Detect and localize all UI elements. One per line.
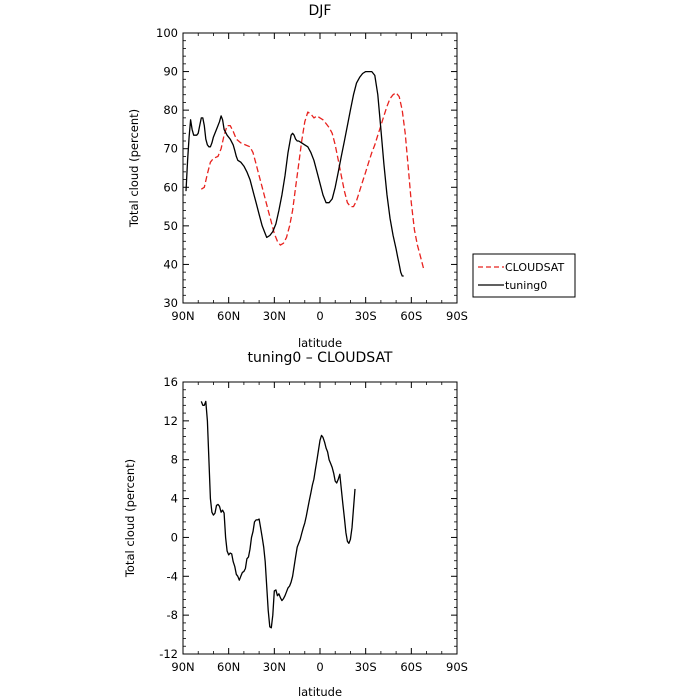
series-line-tuning0 bbox=[185, 70, 404, 277]
y-axis-label: Total cloud (percent) bbox=[123, 459, 137, 578]
y-tick-label: 40 bbox=[163, 257, 178, 271]
series-lines bbox=[200, 400, 356, 629]
y-tick-label: 30 bbox=[163, 296, 178, 310]
x-tick-label: 0 bbox=[316, 309, 323, 323]
series-lines bbox=[185, 70, 425, 277]
y-tick-label: 60 bbox=[163, 180, 178, 194]
x-tick-label: 60S bbox=[400, 309, 422, 323]
y-tick-label: 12 bbox=[163, 414, 178, 428]
y-tick-label: 80 bbox=[163, 103, 178, 117]
x-tick-label: 90N bbox=[171, 660, 194, 674]
y-tick-label: 70 bbox=[163, 142, 178, 156]
chart-difference: tuning0 – CLOUDSAT -12 -8 -4 0 4 8 12 16 90N 60N… bbox=[123, 350, 468, 699]
x-tick-label: 30N bbox=[263, 309, 286, 323]
legend-box bbox=[472, 253, 576, 298]
y-axis: -12 -8 -4 0 4 8 12 16 bbox=[159, 375, 457, 661]
y-tick-label: -8 bbox=[167, 608, 178, 622]
x-tick-label: 90S bbox=[446, 660, 468, 674]
y-tick-label: -4 bbox=[167, 569, 178, 583]
x-axis-label: latitude bbox=[298, 336, 342, 350]
x-tick-label: 30S bbox=[355, 309, 377, 323]
legend-label-tuning0: tuning0 bbox=[505, 279, 547, 292]
y-axis-label: Total cloud (percent) bbox=[127, 109, 141, 228]
x-tick-label: 30S bbox=[355, 660, 377, 674]
y-tick-label: 4 bbox=[171, 492, 178, 506]
legend-label-cloudsat: CLOUDSAT bbox=[505, 261, 564, 274]
y-axis: 30 40 50 60 70 80 90 100 bbox=[156, 26, 457, 310]
y-tick-label: 8 bbox=[171, 453, 178, 467]
series-line-difference bbox=[200, 400, 356, 629]
chart-title: tuning0 – CLOUDSAT bbox=[247, 350, 392, 366]
y-tick-label: 16 bbox=[163, 375, 178, 389]
x-tick-label: 60N bbox=[217, 660, 240, 674]
plot-frame bbox=[182, 32, 458, 304]
x-tick-label: 60S bbox=[400, 660, 422, 674]
x-tick-label: 0 bbox=[316, 660, 323, 674]
chart-title: DJF bbox=[309, 3, 332, 19]
x-tick-label: 90N bbox=[171, 309, 194, 323]
y-tick-label: 100 bbox=[156, 26, 178, 40]
series-line-cloudsat bbox=[200, 92, 425, 269]
x-tick-label: 30N bbox=[263, 660, 286, 674]
legend: CLOUDSAT tuning0 bbox=[472, 253, 576, 298]
y-tick-label: 0 bbox=[171, 530, 178, 544]
x-axis: 90N 60N 30N 0 30S 60S 90S bbox=[171, 33, 468, 323]
y-tick-label: 50 bbox=[163, 219, 178, 233]
y-tick-label: -12 bbox=[159, 647, 178, 661]
x-axis: 90N 60N 30N 0 30S 60S 90S bbox=[171, 382, 468, 674]
y-tick-label: 90 bbox=[163, 65, 178, 79]
x-axis-label: latitude bbox=[298, 685, 342, 699]
x-tick-label: 60N bbox=[217, 309, 240, 323]
x-tick-label: 90S bbox=[446, 309, 468, 323]
